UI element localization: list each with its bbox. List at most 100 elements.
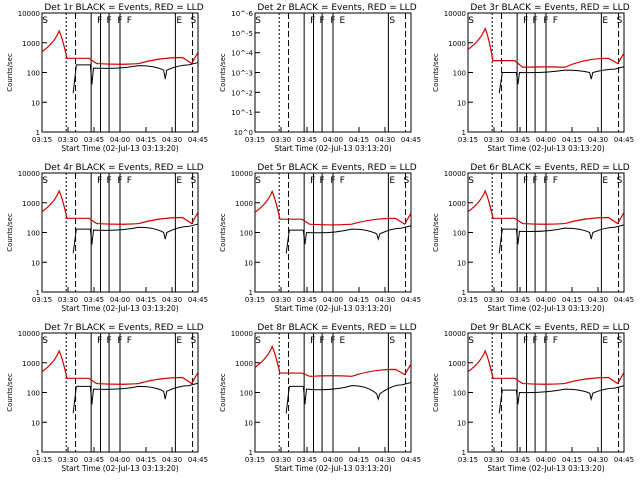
segment-marker: S bbox=[468, 336, 474, 346]
segment-marker: F bbox=[117, 336, 122, 346]
y-tick-label: 1 bbox=[462, 129, 466, 137]
y-tick-label: 100 bbox=[240, 390, 253, 398]
y-tick-label: 10000 bbox=[231, 330, 253, 338]
segment-marker: S bbox=[255, 16, 261, 26]
y-axis-label: Counts/sec bbox=[219, 373, 227, 412]
panel-title: Det 1r BLACK = Events, RED = LLD bbox=[44, 3, 203, 13]
segment-marker: F bbox=[543, 16, 548, 26]
segment-marker: F bbox=[532, 176, 537, 186]
x-tick-label: 04:15 bbox=[136, 456, 156, 464]
x-tick-label: 04:15 bbox=[136, 136, 156, 144]
x-tick-label: 04:00 bbox=[110, 136, 130, 144]
x-tick-label: 04:30 bbox=[588, 456, 608, 464]
x-tick-label: 04:45 bbox=[401, 136, 421, 144]
x-axis-label: Start Time (02-Jul-13 03:13:20) bbox=[487, 464, 604, 473]
segment-marker: E bbox=[602, 336, 608, 346]
y-tick-label: 10 bbox=[457, 99, 466, 107]
segment-marker: E bbox=[340, 336, 346, 346]
x-tick-label: 04:00 bbox=[536, 136, 556, 144]
y-tick-label: 10000 bbox=[18, 170, 40, 178]
segment-marker: S bbox=[403, 176, 409, 186]
segment-marker: E bbox=[176, 336, 182, 346]
y-tick-label: 1000 bbox=[448, 360, 466, 368]
y-tick-label: 1000 bbox=[448, 200, 466, 208]
x-tick-label: 03:45 bbox=[510, 296, 530, 304]
segment-marker: F bbox=[106, 336, 111, 346]
x-tick-label: 03:15 bbox=[458, 456, 478, 464]
segment-marker: F bbox=[117, 16, 122, 26]
y-tick-label: 100 bbox=[27, 390, 40, 398]
events-series bbox=[285, 225, 412, 254]
segment-marker: S bbox=[389, 16, 395, 26]
panel-3: Det 3r BLACK = Events, RED = LLD 1 10 100 10… bbox=[432, 3, 634, 153]
y-tick-label: 100 bbox=[27, 70, 40, 78]
y-axis-label: Counts/sec bbox=[6, 373, 14, 412]
y-tick-label: 10^-5 bbox=[231, 30, 253, 38]
y-axis-label: Counts/sec bbox=[432, 53, 440, 92]
x-tick-label: 03:45 bbox=[510, 136, 530, 144]
x-axis-label: Start Time (02-Jul-13 03:13:20) bbox=[274, 144, 391, 153]
x-tick-label: 03:45 bbox=[297, 456, 317, 464]
segment-marker: F bbox=[97, 176, 102, 186]
panel-title: Det 9r BLACK = Events, RED = LLD bbox=[470, 323, 629, 333]
y-tick-label: 10 bbox=[31, 259, 40, 267]
y-tick-label: 10 bbox=[457, 259, 466, 267]
lld-series bbox=[467, 349, 625, 385]
y-tick-label: 1000 bbox=[22, 40, 40, 48]
segment-marker: F bbox=[310, 16, 315, 26]
x-tick-label: 03:15 bbox=[32, 456, 52, 464]
segment-marker: F bbox=[106, 176, 111, 186]
x-tick-label: 03:15 bbox=[245, 456, 265, 464]
panel-title: Det 5r BLACK = Events, RED = LLD bbox=[257, 163, 416, 173]
x-tick-label: 04:15 bbox=[349, 296, 369, 304]
segment-marker: F bbox=[127, 16, 132, 26]
segment-marker: F bbox=[330, 16, 335, 26]
segment-marker: S bbox=[616, 336, 622, 346]
panel-title: Det 4r BLACK = Events, RED = LLD bbox=[44, 163, 203, 173]
y-tick-label: 1 bbox=[249, 449, 253, 457]
y-tick-label: 10000 bbox=[231, 170, 253, 178]
x-tick-label: 04:30 bbox=[162, 136, 182, 144]
events-series bbox=[498, 385, 625, 414]
x-tick-label: 04:00 bbox=[110, 456, 130, 464]
segment-marker: F bbox=[97, 336, 102, 346]
y-tick-label: 1000 bbox=[22, 200, 40, 208]
panel-title: Det 2r BLACK = Events, RED = LLD bbox=[257, 3, 416, 13]
y-tick-label: 10 bbox=[31, 419, 40, 427]
lld-series bbox=[467, 27, 625, 68]
y-tick-label: 10000 bbox=[18, 330, 40, 338]
y-tick-label: 100 bbox=[27, 230, 40, 238]
y-tick-label: 1000 bbox=[22, 360, 40, 368]
events-series bbox=[498, 66, 625, 94]
x-tick-label: 03:15 bbox=[458, 296, 478, 304]
y-tick-label: 10 bbox=[457, 419, 466, 427]
x-tick-label: 04:30 bbox=[375, 456, 395, 464]
x-tick-label: 04:00 bbox=[323, 136, 343, 144]
y-axis-label: Counts/sec bbox=[432, 213, 440, 252]
y-axis-label: Counts/sec bbox=[219, 53, 227, 92]
x-tick-label: 04:00 bbox=[536, 296, 556, 304]
y-tick-label: 10^-3 bbox=[231, 70, 253, 78]
lld-series bbox=[254, 345, 412, 377]
segment-marker: E bbox=[176, 176, 182, 186]
y-tick-label: 10^-1 bbox=[231, 109, 253, 117]
x-tick-label: 04:45 bbox=[188, 136, 208, 144]
lld-series bbox=[254, 189, 412, 226]
y-tick-label: 10000 bbox=[444, 170, 466, 178]
panel-5: Det 5r BLACK = Events, RED = LLD 1 10 100 10… bbox=[219, 163, 421, 313]
x-axis-label: Start Time (02-Jul-13 03:13:20) bbox=[274, 464, 391, 473]
x-tick-label: 03:30 bbox=[58, 456, 78, 464]
y-tick-label: 10 bbox=[244, 419, 253, 427]
x-tick-label: 04:00 bbox=[323, 456, 343, 464]
segment-marker: F bbox=[543, 336, 548, 346]
y-tick-label: 1 bbox=[249, 289, 253, 297]
segment-marker: F bbox=[106, 16, 111, 26]
panel-2: Det 2r BLACK = Events, RED = LLD 10^0 10^-… bbox=[219, 3, 421, 153]
x-tick-label: 04:45 bbox=[401, 456, 421, 464]
events-series bbox=[72, 223, 199, 254]
panel-title: Det 3r BLACK = Events, RED = LLD bbox=[470, 3, 629, 13]
x-tick-label: 03:30 bbox=[484, 456, 504, 464]
segment-marker: S bbox=[255, 336, 261, 346]
events-series bbox=[72, 62, 199, 94]
